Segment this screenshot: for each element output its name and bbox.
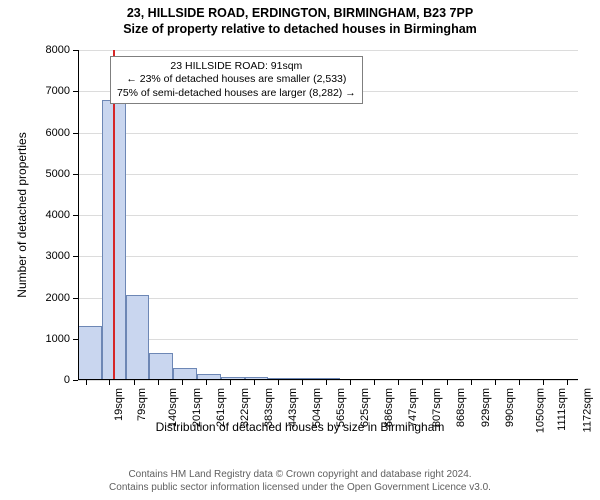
y-tick-label: 6000 — [46, 127, 70, 139]
y-tick-label: 4000 — [46, 209, 70, 221]
callout-line-2: ← 23% of detached houses are smaller (2,… — [117, 73, 356, 86]
y-tick-label: 0 — [64, 374, 70, 386]
y-axis-line — [78, 50, 79, 380]
histogram-bar — [149, 353, 173, 380]
footer: Contains HM Land Registry data © Crown c… — [0, 468, 600, 494]
gridline-h — [78, 339, 578, 340]
gridline-h — [78, 50, 578, 51]
histogram-bar — [126, 295, 150, 380]
x-tick-label: 868sqm — [456, 388, 468, 427]
x-tick-label: 1050sqm — [534, 388, 546, 433]
x-tick-label: 1111sqm — [556, 388, 568, 431]
footer-line-2: Contains public sector information licen… — [0, 481, 600, 494]
x-tick-label: 990sqm — [504, 388, 516, 427]
title-block: 23, HILLSIDE ROAD, ERDINGTON, BIRMINGHAM… — [0, 6, 600, 37]
gridline-h — [78, 215, 578, 216]
x-tick-mark — [86, 380, 87, 385]
callout-line-1: 23 HILLSIDE ROAD: 91sqm — [117, 60, 356, 73]
y-tick-label: 5000 — [46, 168, 70, 180]
x-tick-label: 929sqm — [480, 388, 492, 427]
y-tick-mark — [73, 380, 78, 381]
x-axis-line — [78, 379, 578, 380]
x-tick-mark — [302, 380, 303, 385]
gridline-h — [78, 256, 578, 257]
y-axis-label: Number of detached properties — [15, 132, 29, 297]
x-tick-mark — [447, 380, 448, 385]
footer-line-1: Contains HM Land Registry data © Crown c… — [0, 468, 600, 481]
x-tick-mark — [374, 380, 375, 385]
x-tick-label: 79sqm — [136, 388, 148, 421]
y-tick-label: 7000 — [46, 85, 70, 97]
x-tick-mark — [158, 380, 159, 385]
callout-line-3: 75% of semi-detached houses are larger (… — [117, 87, 356, 100]
y-tick-label: 2000 — [46, 292, 70, 304]
gridline-h — [78, 174, 578, 175]
x-tick-mark — [350, 380, 351, 385]
gridline-h — [78, 298, 578, 299]
page-title: 23, HILLSIDE ROAD, ERDINGTON, BIRMINGHAM… — [0, 6, 600, 22]
y-tick-label: 1000 — [46, 333, 70, 345]
x-tick-mark — [471, 380, 472, 385]
x-tick-mark — [134, 380, 135, 385]
x-tick-mark — [109, 380, 110, 385]
x-tick-mark — [230, 380, 231, 385]
gridline-h — [78, 380, 578, 381]
x-tick-label: 1172sqm — [582, 388, 594, 432]
x-tick-mark — [567, 380, 568, 385]
x-axis-label: Distribution of detached houses by size … — [156, 420, 445, 434]
page-root: 23, HILLSIDE ROAD, ERDINGTON, BIRMINGHAM… — [0, 0, 600, 500]
x-tick-mark — [422, 380, 423, 385]
page-subtitle: Size of property relative to detached ho… — [0, 22, 600, 38]
x-tick-mark — [495, 380, 496, 385]
x-tick-mark — [278, 380, 279, 385]
chart-plot-area: 01000200030004000500060007000800019sqm79… — [78, 50, 578, 380]
x-tick-mark — [398, 380, 399, 385]
x-tick-mark — [254, 380, 255, 385]
x-tick-mark — [182, 380, 183, 385]
y-tick-label: 3000 — [46, 250, 70, 262]
y-tick-label: 8000 — [46, 44, 70, 56]
callout-box: 23 HILLSIDE ROAD: 91sqm ← 23% of detache… — [110, 56, 363, 104]
x-tick-mark — [326, 380, 327, 385]
x-tick-mark — [543, 380, 544, 385]
histogram-bar — [78, 326, 102, 380]
gridline-h — [78, 133, 578, 134]
x-tick-mark — [519, 380, 520, 385]
x-tick-label: 19sqm — [113, 388, 125, 421]
x-tick-mark — [206, 380, 207, 385]
